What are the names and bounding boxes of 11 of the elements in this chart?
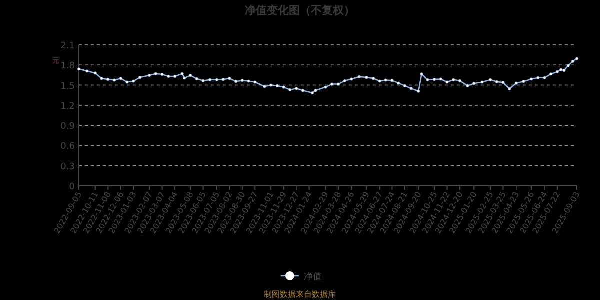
text: 制图数据来自数据库	[264, 290, 336, 299]
chart-title: 净值变化图（不复权）	[245, 4, 355, 17]
y-tick-label: 1.5	[60, 82, 75, 92]
y-tick-label: 1.2	[60, 102, 75, 112]
y-tick-label: 2.1	[60, 42, 75, 52]
legend-label: 净值	[304, 272, 322, 282]
y-tick-label: 0	[69, 182, 76, 192]
y-tick-label: 0.3	[60, 162, 75, 172]
y-tick-label: 0.6	[60, 142, 76, 152]
y-tick-label: 1.8	[60, 62, 76, 72]
y-tick-label: 0.9	[60, 122, 76, 132]
